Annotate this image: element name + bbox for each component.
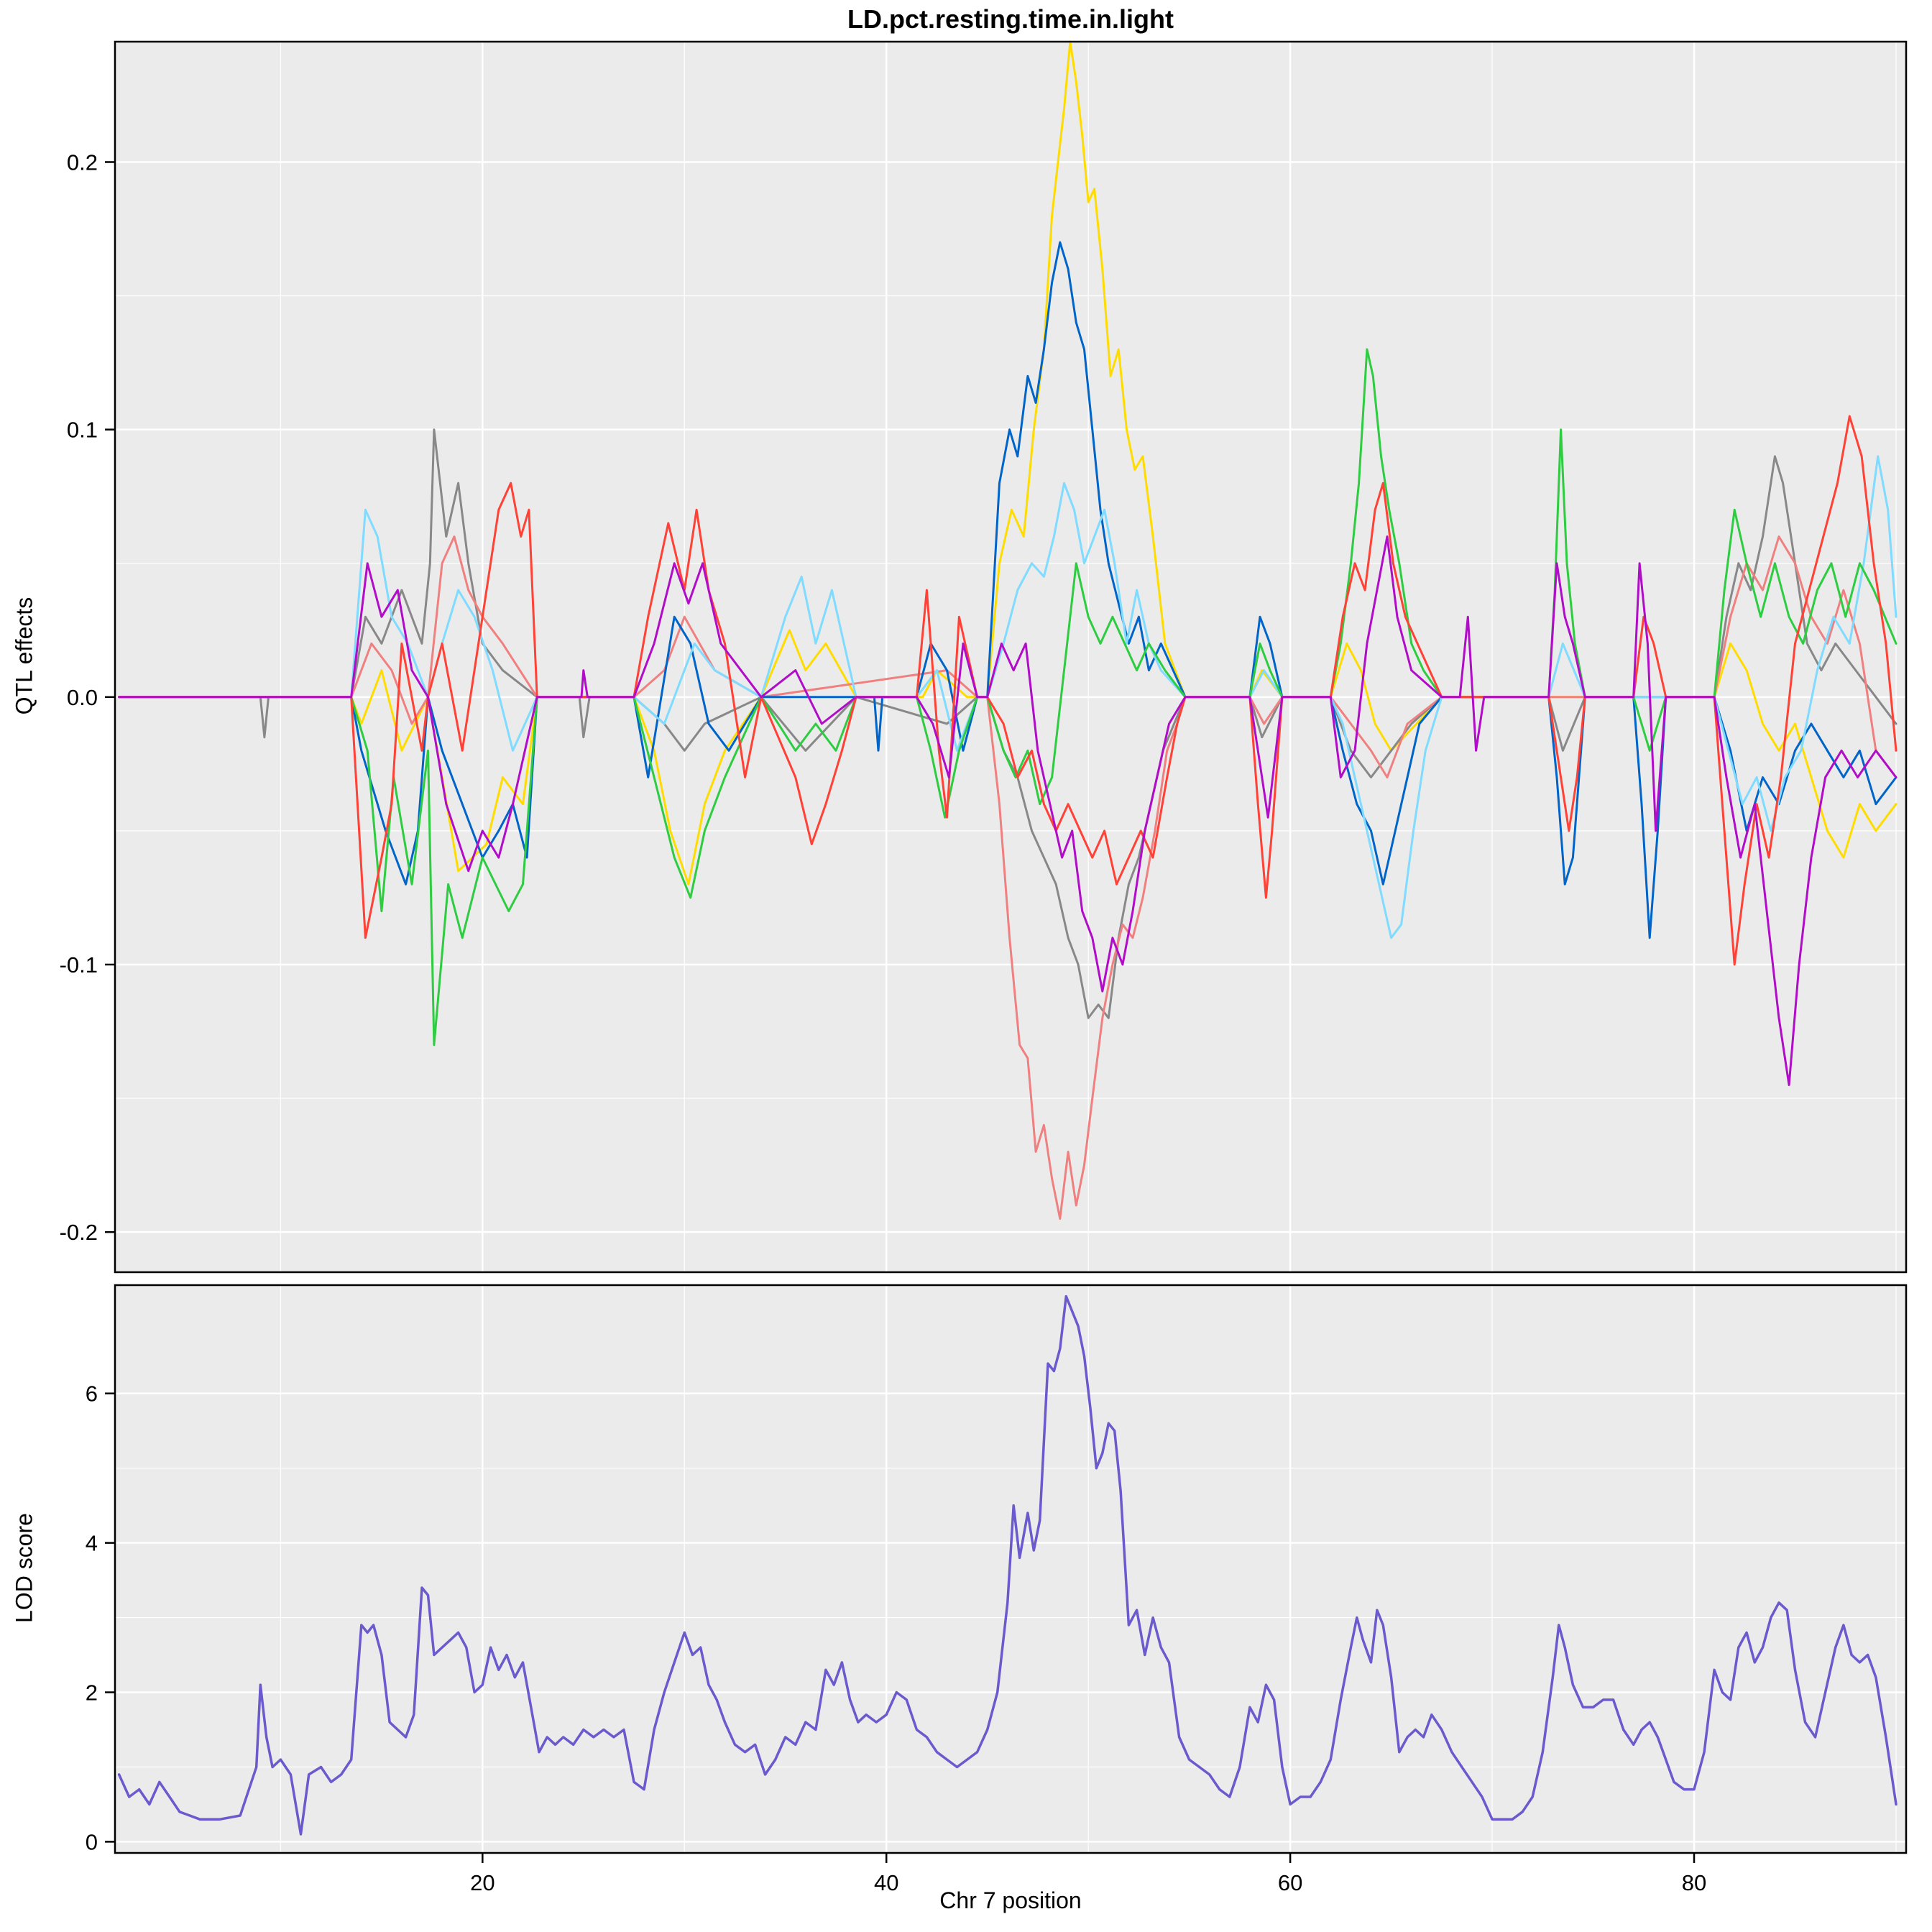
x-tick-label: 60 [1278, 1870, 1302, 1895]
y-tick-label: 0.0 [67, 685, 98, 710]
y-tick-label: 0.2 [67, 150, 98, 175]
x-tick-label: 40 [874, 1870, 898, 1895]
y-tick-label: 6 [86, 1381, 98, 1407]
x-tick-label: 20 [470, 1870, 494, 1895]
series-line-gray [118, 428, 1898, 1019]
y-tick-label: 2 [86, 1680, 98, 1706]
y-tick-label: -0.2 [60, 1220, 98, 1245]
y-tick-label: 0.1 [67, 418, 98, 443]
series-line-salmon [118, 535, 1898, 1220]
qtl-effects-panel-border [114, 40, 1908, 1274]
series-line-purple [118, 535, 1898, 1086]
x-tick-label: 80 [1682, 1870, 1706, 1895]
y-tick-label: -0.1 [60, 952, 98, 978]
y-tick-label: 4 [86, 1531, 98, 1556]
x-axis-label: Chr 7 position [939, 1887, 1082, 1913]
qtl-effects-panel-background [115, 42, 1906, 1272]
lod-panel-border [114, 1284, 1908, 1854]
y-tick-label: 0 [86, 1829, 98, 1854]
series-line-lod [117, 1294, 1898, 1836]
figure-title: LD.pct.resting.time.in.light [847, 4, 1174, 34]
